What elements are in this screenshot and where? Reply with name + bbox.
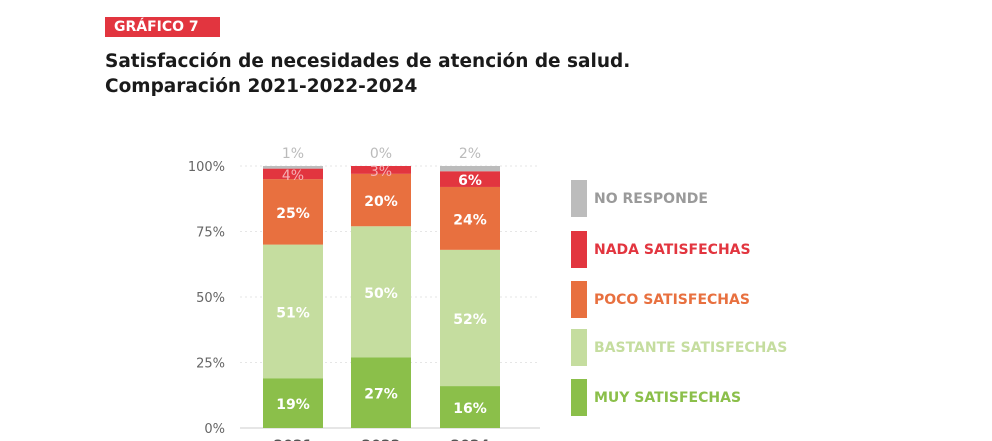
legend-swatch [571, 379, 587, 416]
data-label: 51% [276, 305, 310, 321]
y-tick-label: 75% [196, 226, 225, 241]
data-label: 16% [453, 401, 487, 417]
data-label: 19% [276, 397, 310, 413]
legend-label: POCO SATISFECHAS [594, 292, 750, 308]
title-line-1: Satisfacción de necesidades de atención … [105, 51, 631, 72]
bar-segment [440, 186, 500, 250]
data-label: 27% [364, 387, 398, 403]
x-tick-label: 2024 [451, 438, 490, 441]
data-label: 50% [364, 286, 398, 302]
title-line-2: Comparación 2021-2022-2024 [105, 76, 418, 97]
legend-swatch [571, 329, 587, 366]
data-label: 3% [370, 164, 392, 180]
bar-segment [263, 244, 323, 379]
chart-title: Satisfacción de necesidades de atención … [105, 49, 630, 99]
bar-segment [440, 166, 500, 172]
bar-segment [351, 226, 411, 358]
legend-label: BASTANTE SATISFECHAS [594, 340, 787, 356]
y-tick-label: 50% [196, 291, 225, 306]
y-tick-label: 0% [204, 422, 225, 437]
x-tick-label: 2021 [274, 438, 313, 441]
data-label: 24% [453, 212, 487, 228]
y-tick-label: 25% [196, 357, 225, 372]
data-label: 20% [364, 194, 398, 210]
data-label: 4% [282, 168, 304, 184]
data-label: 1% [282, 146, 304, 162]
bar-segment [263, 179, 323, 245]
y-tick-label: 100% [188, 160, 225, 175]
legend-label: MUY SATISFECHAS [594, 390, 741, 406]
bar-segment [263, 168, 323, 180]
x-tick-label: 2022 [362, 438, 401, 441]
bar-segment [263, 166, 323, 169]
data-label: 0% [370, 146, 392, 162]
legend-swatch [571, 281, 587, 318]
bar-segment [263, 378, 323, 428]
bar-segment [351, 357, 411, 428]
bar-segment [440, 249, 500, 387]
bar-segment [351, 166, 411, 174]
bar-segment [440, 171, 500, 187]
legend-label: NO RESPONDE [594, 191, 708, 207]
data-label: 52% [453, 312, 487, 328]
data-label: 25% [276, 206, 310, 222]
bar-segment [440, 386, 500, 428]
data-label: 6% [458, 173, 482, 189]
chart-number-badge: GRÁFICO 7 [105, 17, 220, 37]
bar-segment [351, 173, 411, 227]
legend-swatch [571, 180, 587, 217]
data-label: 2% [459, 146, 481, 162]
legend-label: NADA SATISFECHAS [594, 242, 751, 258]
legend-swatch [571, 231, 587, 268]
